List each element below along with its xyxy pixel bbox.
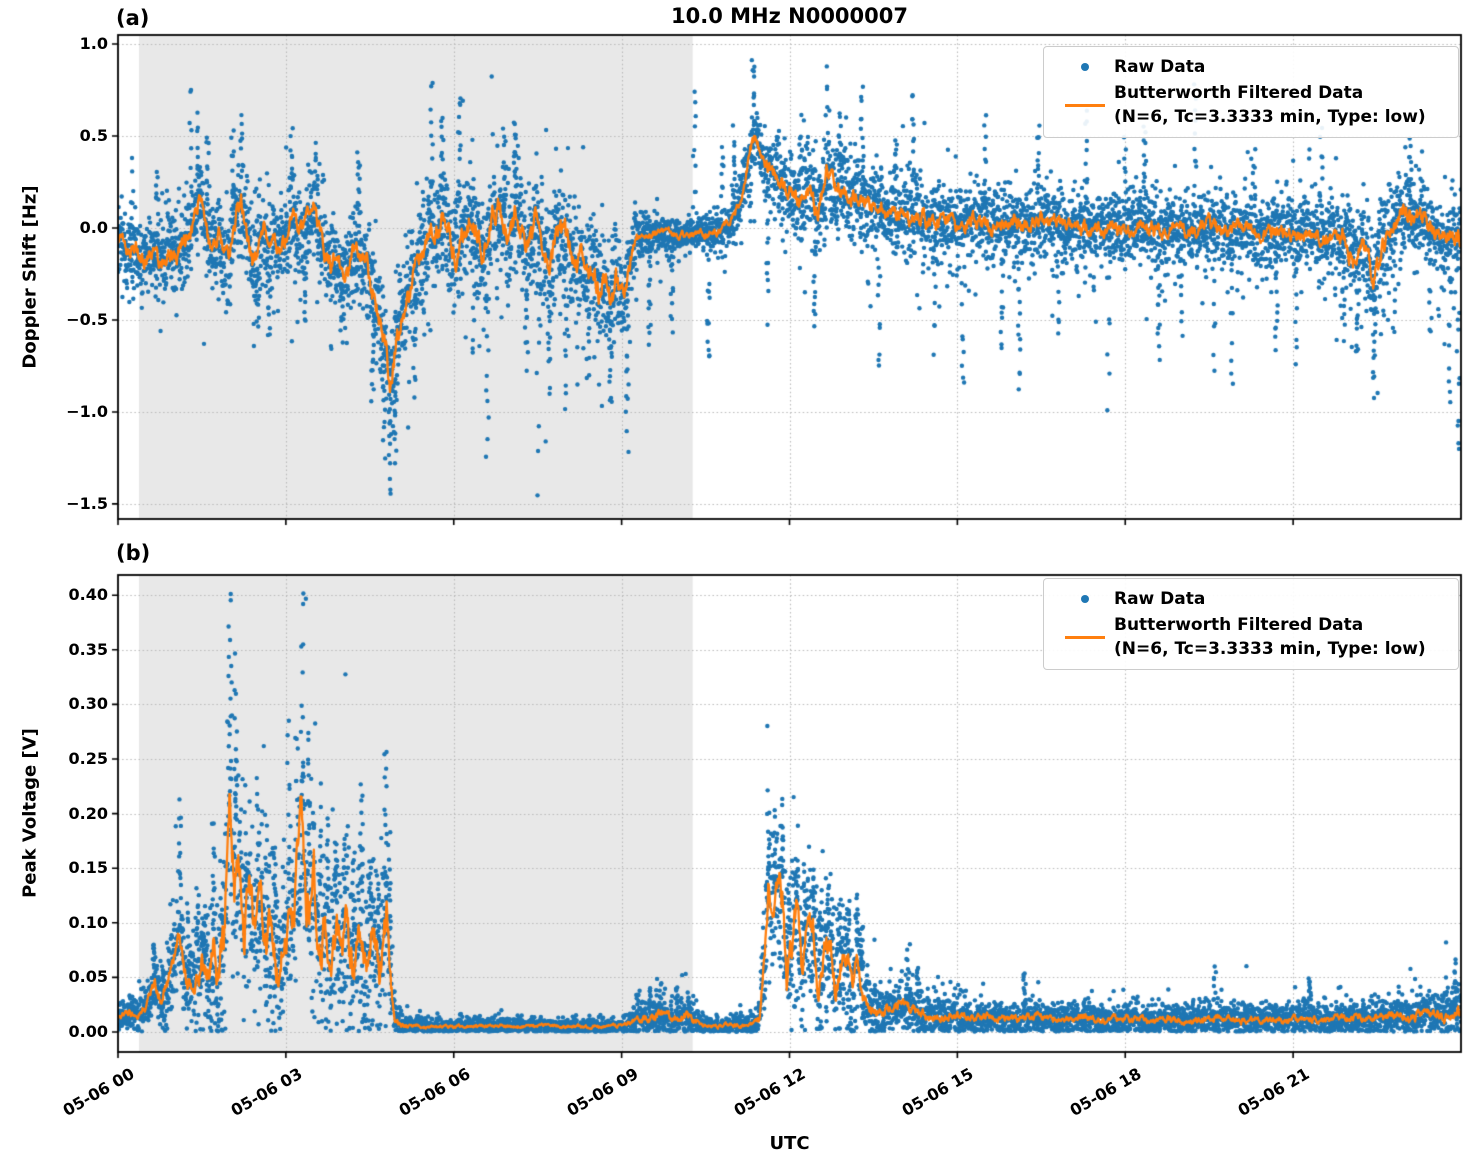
y-tick-label: 0.25: [68, 749, 108, 768]
y-tick-label: 0.00: [68, 1022, 108, 1042]
figure-title: 10.0 MHz N0000007: [671, 4, 908, 28]
y-tick-label: 0.35: [68, 639, 108, 659]
legend-item-raw: Raw Data: [1056, 587, 1448, 611]
y-tick-label: 0.10: [68, 912, 108, 932]
legend-item-filtered: Butterworth Filtered Data (N=6, Tc=3.333…: [1056, 81, 1448, 129]
y-tick-label: 1.0: [79, 34, 108, 53]
y-tick-label: 0.0: [79, 217, 108, 237]
y-tick-label: 0.20: [68, 803, 108, 823]
legend-filtered-line2: (N=6, Tc=3.3333 min, Type: low): [1114, 107, 1426, 127]
legend-panel-a: Raw Data Butterworth Filtered Data (N=6,…: [1043, 46, 1459, 138]
raw-data-marker-icon: [1056, 595, 1114, 603]
ylabel-doppler-shift: Doppler Shift [Hz]: [19, 185, 41, 369]
panel-b-tag: (b): [116, 541, 151, 565]
y-tick-label: 0.30: [68, 694, 108, 714]
legend-filtered-label: Butterworth Filtered Data (N=6, Tc=3.333…: [1114, 613, 1426, 661]
legend-filtered-line1: Butterworth Filtered Data: [1114, 615, 1364, 635]
raw-data-marker-icon: [1056, 63, 1114, 71]
ylabel-peak-voltage: Peak Voltage [V]: [19, 728, 41, 898]
y-tick-label: −1.0: [66, 401, 108, 421]
xlabel-utc: UTC: [769, 1133, 810, 1154]
legend-filtered-label: Butterworth Filtered Data (N=6, Tc=3.333…: [1114, 81, 1426, 129]
legend-raw-label: Raw Data: [1114, 57, 1206, 77]
panel-a-tag: (a): [116, 6, 150, 30]
legend-panel-b: Raw Data Butterworth Filtered Data (N=6,…: [1043, 578, 1459, 670]
y-tick-label: 0.5: [79, 125, 108, 145]
y-tick-label: 0.05: [68, 967, 108, 987]
legend-item-raw: Raw Data: [1056, 55, 1448, 79]
filtered-line-marker-icon: [1056, 635, 1114, 639]
legend-filtered-line2: (N=6, Tc=3.3333 min, Type: low): [1114, 639, 1426, 659]
y-tick-label: 0.15: [68, 858, 108, 878]
y-tick-label: −0.5: [66, 309, 108, 329]
y-tick-label: −1.5: [66, 493, 108, 513]
legend-raw-label: Raw Data: [1114, 589, 1206, 609]
filtered-line-marker-icon: [1056, 103, 1114, 107]
legend-item-filtered: Butterworth Filtered Data (N=6, Tc=3.333…: [1056, 613, 1448, 661]
y-tick-label: 0.40: [68, 585, 108, 605]
legend-filtered-line1: Butterworth Filtered Data: [1114, 83, 1364, 103]
